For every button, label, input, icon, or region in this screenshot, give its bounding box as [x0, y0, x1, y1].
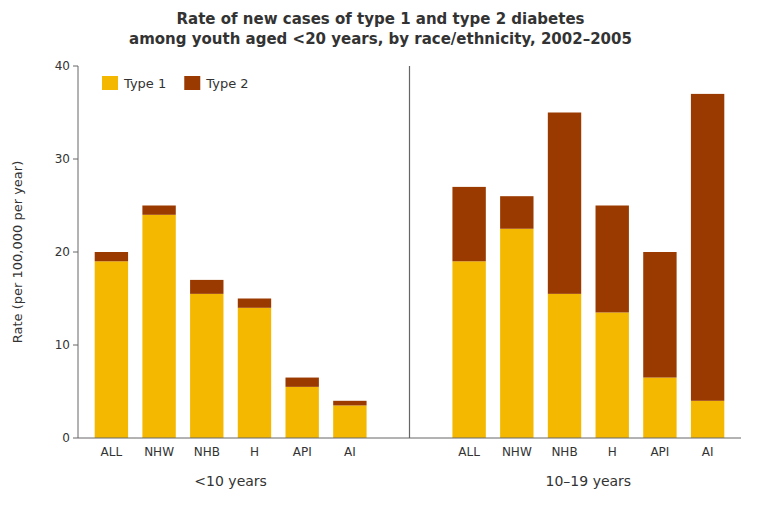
y-tick	[73, 66, 78, 67]
bar-segment	[285, 378, 318, 387]
legend-swatch	[184, 76, 200, 90]
x-tick-label: NHW	[144, 445, 174, 459]
bar-segment	[452, 261, 485, 438]
y-tick	[73, 345, 78, 346]
bar-segment	[95, 252, 128, 261]
y-tick	[73, 159, 78, 160]
group-label: 10–19 years	[546, 473, 632, 489]
group-divider	[409, 66, 410, 438]
y-tick-label: 20	[55, 245, 70, 259]
x-tick-label: API	[650, 445, 669, 459]
x-tick-label: H	[608, 445, 617, 459]
x-tick-label: AI	[344, 445, 356, 459]
group-label: <10 years	[194, 473, 267, 489]
y-tick-label: 10	[55, 338, 70, 352]
x-tick-label: H	[250, 445, 259, 459]
legend: Type 1 Type 2	[102, 76, 249, 91]
legend-item: Type 2	[184, 76, 248, 91]
bar-segment	[95, 261, 128, 438]
y-tick	[73, 438, 78, 439]
bar-segment	[190, 294, 223, 438]
legend-label: Type 2	[205, 76, 248, 91]
chart: Rate of new cases of type 1 and type 2 d…	[0, 0, 761, 522]
bar-segment	[548, 294, 581, 438]
legend-swatch	[102, 76, 118, 90]
bar-segment	[500, 196, 533, 229]
x-tick-label: NHB	[551, 445, 577, 459]
y-axis	[78, 66, 79, 438]
bar-segment	[333, 405, 366, 438]
bar-segment	[285, 387, 318, 438]
title: Rate of new cases of type 1 and type 2 d…	[177, 10, 585, 28]
bar-segment	[596, 312, 629, 438]
bar-segment	[142, 215, 175, 438]
x-tick-label: ALL	[458, 445, 480, 459]
y-tick-label: 40	[55, 59, 70, 73]
bar-segment	[691, 94, 724, 401]
bar-segment	[548, 113, 581, 294]
x-tick-label: API	[293, 445, 312, 459]
bar-segment	[142, 206, 175, 215]
bar-segment	[500, 229, 533, 438]
bar-segment	[452, 187, 485, 261]
y-tick-label: 0	[62, 431, 70, 445]
bar-segment	[596, 206, 629, 313]
y-tick	[73, 252, 78, 253]
legend-label: Type 1	[123, 76, 166, 91]
y-tick-label: 30	[55, 152, 70, 166]
x-tick-label: ALL	[101, 445, 123, 459]
x-tick-label: NHB	[194, 445, 220, 459]
bar-segment	[691, 401, 724, 438]
bar-segment	[333, 401, 366, 406]
y-axis-label: Rate (per 100,000 per year)	[10, 161, 25, 343]
subtitle: among youth aged <20 years, by race/ethn…	[129, 30, 632, 48]
bar-segment	[643, 252, 676, 378]
x-tick-label: NHW	[502, 445, 532, 459]
bar-segment	[238, 308, 271, 438]
bar-segment	[190, 280, 223, 294]
bar-segment	[238, 299, 271, 308]
legend-item: Type 1	[102, 76, 166, 91]
x-tick-label: AI	[702, 445, 714, 459]
bar-segment	[643, 378, 676, 438]
